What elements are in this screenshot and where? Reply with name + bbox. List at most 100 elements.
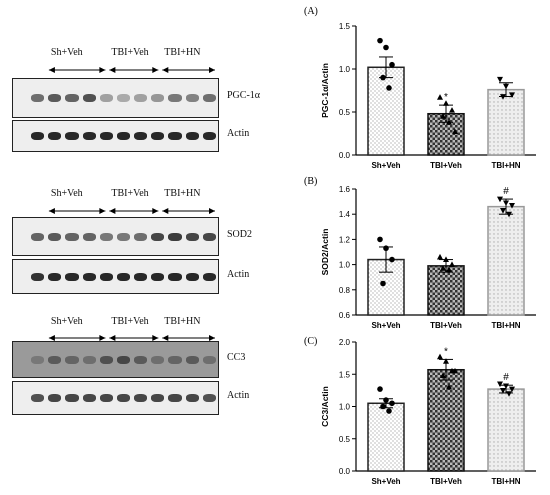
- protein-band: [31, 94, 45, 102]
- y-tick-label: 1.5: [339, 370, 351, 379]
- data-point: [446, 119, 452, 125]
- data-point: [389, 61, 395, 68]
- data-point: [386, 85, 392, 91]
- blot-group-label: Sh+Veh: [50, 316, 83, 327]
- protein-band: [99, 232, 113, 241]
- category-label: TBI+HN: [491, 161, 520, 170]
- protein-band: [134, 232, 148, 241]
- protein-band: [99, 355, 113, 364]
- category-label: TBI+Veh: [430, 161, 462, 170]
- data-point: [383, 245, 389, 252]
- data-point: [437, 253, 443, 260]
- y-tick-label: 1.0: [339, 65, 351, 74]
- panel-label: (B): [304, 176, 317, 187]
- protein-band: [151, 132, 165, 140]
- data-point: [377, 37, 383, 44]
- data-point: [383, 44, 389, 51]
- data-point: [509, 202, 515, 209]
- data-point: [377, 236, 383, 243]
- y-axis-label: PGC-1α/Actin: [320, 63, 330, 118]
- protein-band: [82, 132, 96, 140]
- bar: [487, 205, 525, 316]
- data-point: [383, 397, 389, 403]
- y-tick-label: 0.5: [339, 435, 351, 444]
- data-point: [440, 113, 446, 119]
- blot-gel: [12, 381, 219, 415]
- category-label: Sh+Veh: [371, 477, 400, 486]
- bar: [487, 88, 525, 156]
- blot-row-label: CC3: [227, 351, 246, 363]
- arrow-head-right: [152, 208, 159, 214]
- protein-band: [31, 132, 45, 140]
- blot-group-label: TBI+Veh: [111, 188, 149, 199]
- category-label: TBI+Veh: [430, 321, 462, 330]
- protein-band: [151, 232, 165, 241]
- significance-marker: *: [444, 346, 448, 357]
- arrow-head-left: [48, 67, 55, 73]
- y-tick-label: 1.4: [339, 210, 351, 219]
- data-point: [437, 353, 443, 360]
- protein-band: [168, 394, 182, 402]
- protein-band: [134, 272, 148, 281]
- y-axis-label: CC3/Actin: [320, 386, 330, 427]
- category-label: TBI+HN: [491, 321, 520, 330]
- bar: [367, 402, 405, 472]
- arrow-head-left: [162, 67, 169, 73]
- data-point: [503, 200, 509, 207]
- arrow-head-right: [99, 67, 106, 73]
- protein-band: [65, 272, 79, 281]
- protein-band: [65, 94, 79, 102]
- data-point: [389, 256, 395, 263]
- data-point: [509, 386, 515, 393]
- protein-band: [168, 355, 182, 364]
- protein-band: [65, 132, 79, 140]
- arrow-head-left: [48, 208, 55, 214]
- protein-band: [134, 394, 148, 402]
- y-tick-label: 0.0: [339, 467, 351, 476]
- protein-band: [116, 232, 131, 241]
- blot-group-label: TBI+HN: [164, 188, 201, 199]
- protein-band: [116, 355, 131, 364]
- data-point: [452, 128, 458, 135]
- protein-band: [185, 132, 199, 140]
- y-tick-label: 0.8: [339, 286, 351, 295]
- y-tick-label: 1.5: [339, 22, 351, 31]
- data-point: [440, 265, 446, 271]
- arrow-head-left: [48, 335, 55, 341]
- protein-band: [185, 232, 199, 241]
- data-point: [509, 92, 515, 98]
- y-tick-label: 2.0: [339, 338, 351, 347]
- data-point: [500, 387, 506, 394]
- bar: [427, 368, 465, 472]
- y-tick-label: 0.5: [339, 108, 351, 117]
- protein-band: [48, 394, 62, 402]
- significance-marker: #: [503, 372, 509, 383]
- data-point: [506, 211, 512, 218]
- protein-band: [65, 355, 79, 364]
- significance-marker: *: [444, 92, 448, 103]
- arrow-head-left: [162, 208, 169, 214]
- data-point: [380, 74, 386, 81]
- blot-group-label: Sh+Veh: [50, 47, 83, 58]
- protein-band: [116, 94, 131, 102]
- data-point: [380, 403, 386, 410]
- protein-band: [202, 94, 216, 102]
- protein-band: [99, 272, 113, 281]
- blot-gel: [12, 217, 219, 256]
- protein-band: [151, 272, 165, 281]
- blot-group-label: TBI+HN: [164, 316, 201, 327]
- arrow-head-right: [152, 67, 159, 73]
- y-tick-label: 1.0: [339, 261, 351, 270]
- y-tick-label: 0.6: [339, 311, 351, 320]
- data-point: [443, 358, 449, 364]
- blot-row-label: Actin: [227, 390, 250, 401]
- protein-band: [185, 94, 199, 102]
- protein-band: [185, 272, 199, 281]
- data-point: [449, 261, 455, 267]
- blot-group-label: TBI+Veh: [111, 47, 149, 58]
- bar: [427, 265, 465, 316]
- blot-row-label: Actin: [227, 128, 250, 139]
- data-point: [380, 280, 386, 287]
- protein-band: [31, 272, 45, 281]
